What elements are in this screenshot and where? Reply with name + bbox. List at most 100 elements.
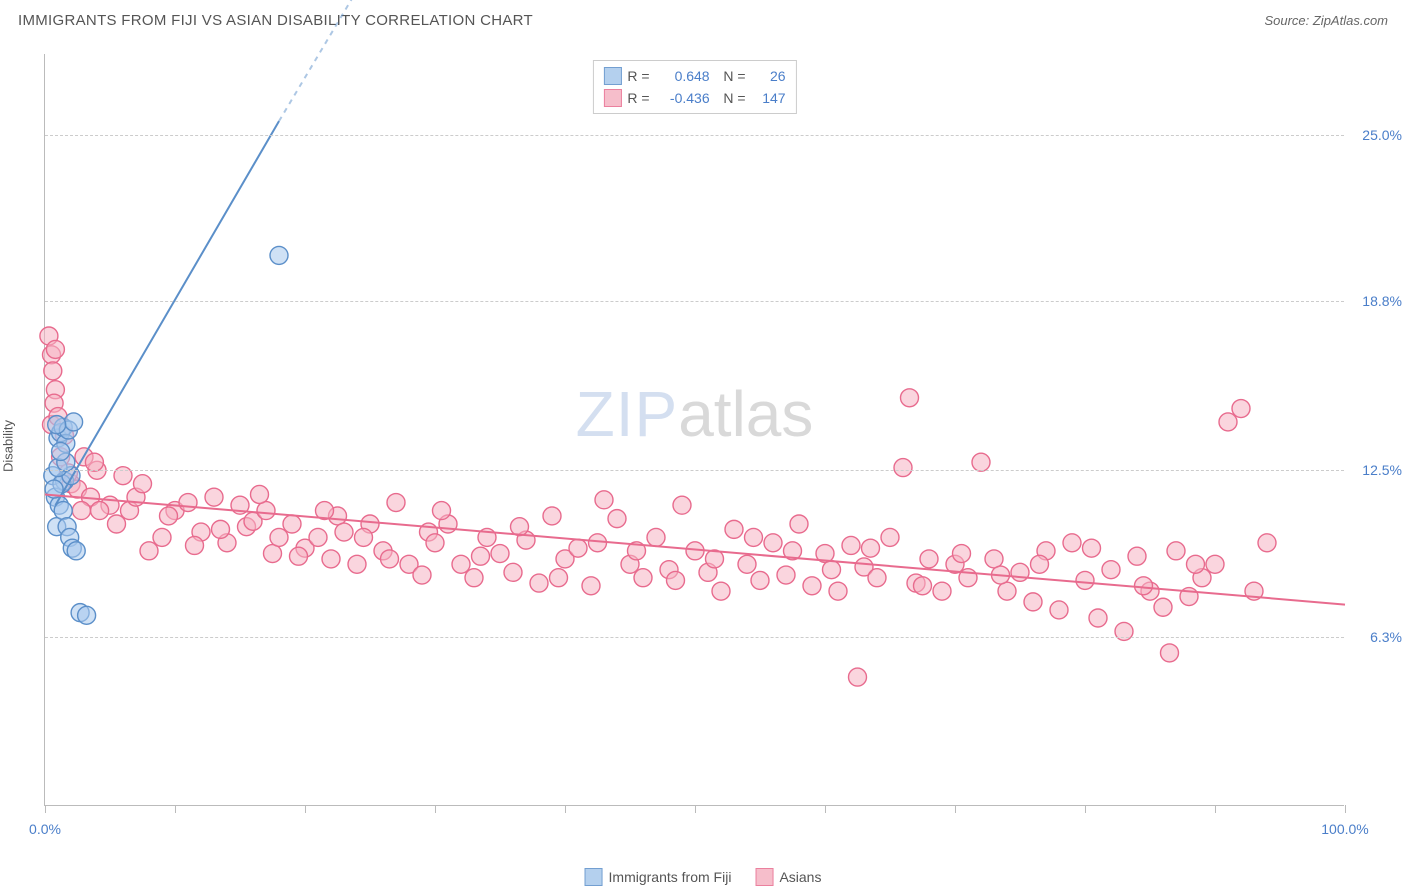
scatter-point bbox=[582, 577, 600, 595]
scatter-point bbox=[46, 340, 64, 358]
scatter-point bbox=[1258, 534, 1276, 552]
scatter-point bbox=[803, 577, 821, 595]
scatter-point bbox=[595, 491, 613, 509]
scatter-point bbox=[901, 389, 919, 407]
scatter-point bbox=[953, 545, 971, 563]
legend-swatch bbox=[755, 868, 773, 886]
scatter-point bbox=[725, 520, 743, 538]
ytick-label: 25.0% bbox=[1362, 127, 1402, 143]
scatter-point bbox=[335, 523, 353, 541]
scatter-point bbox=[985, 550, 1003, 568]
scatter-point bbox=[205, 488, 223, 506]
xtick-label: 100.0% bbox=[1321, 821, 1368, 837]
xtick bbox=[1215, 805, 1216, 813]
scatter-point bbox=[348, 555, 366, 573]
scatter-point bbox=[1206, 555, 1224, 573]
scatter-point bbox=[134, 475, 152, 493]
scatter-point bbox=[868, 569, 886, 587]
scatter-point bbox=[452, 555, 470, 573]
scatter-point bbox=[543, 507, 561, 525]
scatter-point bbox=[647, 528, 665, 546]
scatter-point bbox=[751, 571, 769, 589]
scatter-point bbox=[387, 494, 405, 512]
legend-swatch bbox=[603, 67, 621, 85]
scatter-point bbox=[894, 459, 912, 477]
xtick bbox=[1345, 805, 1346, 813]
scatter-point bbox=[270, 246, 288, 264]
chart-source: Source: ZipAtlas.com bbox=[1264, 13, 1388, 28]
scatter-point bbox=[1135, 577, 1153, 595]
scatter-point bbox=[1187, 555, 1205, 573]
scatter-point bbox=[72, 502, 90, 520]
scatter-point bbox=[608, 510, 626, 528]
scatter-point bbox=[738, 555, 756, 573]
scatter-point bbox=[355, 528, 373, 546]
xtick bbox=[435, 805, 436, 813]
scatter-point bbox=[153, 528, 171, 546]
scatter-point bbox=[920, 550, 938, 568]
scatter-point bbox=[413, 566, 431, 584]
scatter-point bbox=[290, 547, 308, 565]
scatter-point bbox=[1154, 598, 1172, 616]
scatter-point bbox=[1083, 539, 1101, 557]
scatter-point bbox=[1089, 609, 1107, 627]
scatter-point bbox=[790, 515, 808, 533]
scatter-point bbox=[322, 550, 340, 568]
stats-legend-row: R =0.648 N =26 bbox=[603, 65, 785, 87]
bottom-legend: Immigrants from FijiAsians bbox=[585, 868, 822, 886]
scatter-point bbox=[257, 502, 275, 520]
scatter-point bbox=[426, 534, 444, 552]
trend-line bbox=[45, 494, 1345, 604]
scatter-point bbox=[862, 539, 880, 557]
scatter-point bbox=[1128, 547, 1146, 565]
bottom-legend-item: Immigrants from Fiji bbox=[585, 868, 732, 886]
scatter-point bbox=[283, 515, 301, 533]
ytick-label: 6.3% bbox=[1370, 629, 1402, 645]
scatter-point bbox=[186, 536, 204, 554]
xtick bbox=[1085, 805, 1086, 813]
scatter-point bbox=[472, 547, 490, 565]
scatter-point bbox=[433, 502, 451, 520]
scatter-point bbox=[673, 496, 691, 514]
scatter-point bbox=[1076, 571, 1094, 589]
scatter-point bbox=[179, 494, 197, 512]
xtick bbox=[305, 805, 306, 813]
scatter-point bbox=[1063, 534, 1081, 552]
scatter-point bbox=[270, 528, 288, 546]
scatter-point bbox=[1050, 601, 1068, 619]
scatter-point bbox=[1024, 593, 1042, 611]
scatter-point bbox=[849, 668, 867, 686]
scatter-point bbox=[65, 413, 83, 431]
xtick-label: 0.0% bbox=[29, 821, 61, 837]
stats-n-label: N = bbox=[716, 68, 746, 84]
scatter-point bbox=[1167, 542, 1185, 560]
scatter-point bbox=[530, 574, 548, 592]
scatter-point bbox=[511, 518, 529, 536]
stats-r-value: -0.436 bbox=[656, 90, 710, 106]
scatter-point bbox=[764, 534, 782, 552]
ytick-label: 18.8% bbox=[1362, 293, 1402, 309]
xtick bbox=[565, 805, 566, 813]
trend-line bbox=[55, 121, 279, 505]
scatter-point bbox=[48, 416, 66, 434]
scatter-point bbox=[1161, 644, 1179, 662]
stats-legend-row: R =-0.436 N =147 bbox=[603, 87, 785, 109]
scatter-point bbox=[1102, 561, 1120, 579]
stats-n-label: N = bbox=[716, 90, 746, 106]
y-axis-label: Disability bbox=[1, 420, 16, 472]
legend-swatch bbox=[585, 868, 603, 886]
scatter-point bbox=[745, 528, 763, 546]
scatter-point bbox=[823, 561, 841, 579]
gridline-h bbox=[45, 301, 1344, 302]
scatter-point bbox=[972, 453, 990, 471]
scatter-point bbox=[634, 569, 652, 587]
xtick bbox=[825, 805, 826, 813]
scatter-point bbox=[85, 453, 103, 471]
scatter-point bbox=[1011, 563, 1029, 581]
scatter-point bbox=[1219, 413, 1237, 431]
ytick-label: 12.5% bbox=[1362, 462, 1402, 478]
scatter-point bbox=[1031, 555, 1049, 573]
stats-r-label: R = bbox=[627, 68, 649, 84]
scatter-point bbox=[44, 362, 62, 380]
scatter-point bbox=[381, 550, 399, 568]
